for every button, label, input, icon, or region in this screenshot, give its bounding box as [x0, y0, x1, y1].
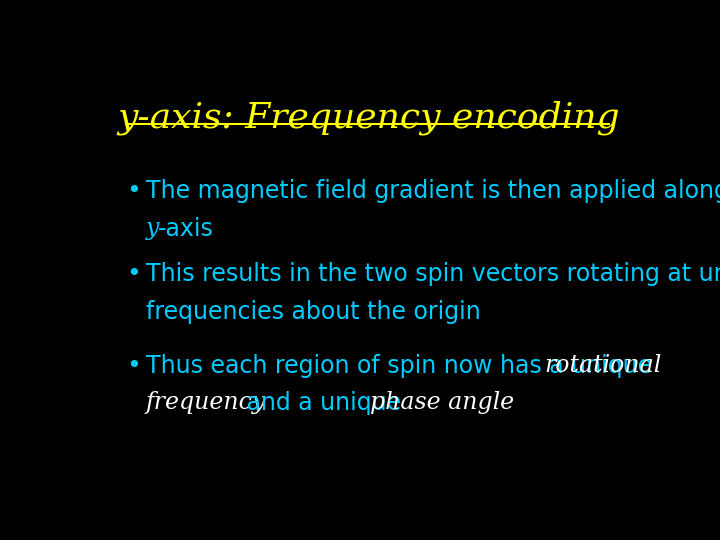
Text: Thus each region of spin now has a unique: Thus each region of spin now has a uniqu… — [145, 354, 660, 378]
Text: y: y — [145, 217, 159, 240]
Text: y-axis: Frequency encoding: y-axis: Frequency encoding — [117, 100, 621, 134]
Text: -axis: -axis — [158, 217, 213, 240]
Text: frequency: frequency — [145, 391, 266, 414]
Text: rotational: rotational — [544, 354, 661, 377]
Text: phase angle: phase angle — [371, 391, 515, 414]
Text: and a unique: and a unique — [239, 391, 409, 415]
Text: This results in the two spin vectors rotating at unique: This results in the two spin vectors rot… — [145, 262, 720, 286]
Text: •: • — [126, 179, 141, 203]
Text: frequencies about the origin: frequencies about the origin — [145, 300, 480, 323]
Text: •: • — [126, 262, 141, 286]
Text: The magnetic field gradient is then applied along the: The magnetic field gradient is then appl… — [145, 179, 720, 203]
Text: •: • — [126, 354, 141, 378]
